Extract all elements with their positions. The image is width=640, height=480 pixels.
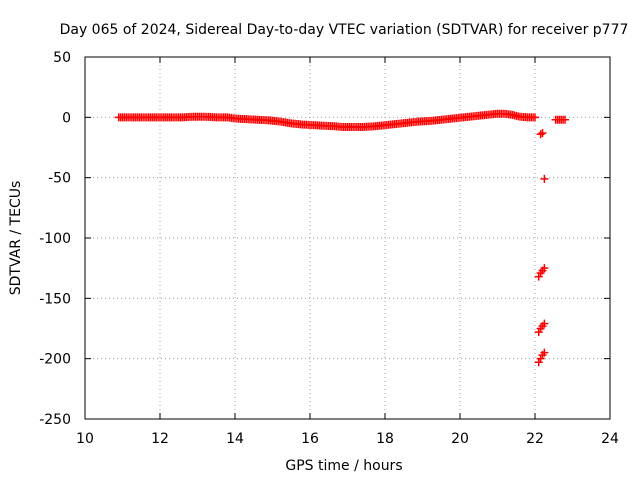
x-tick-label: 24: [601, 431, 619, 447]
y-axis-label: SDTVAR / TECUs: [8, 181, 24, 296]
x-tick-label: 16: [301, 431, 319, 447]
y-tick-labels: -250 -200 -150 -100 -50 0 50: [39, 50, 71, 428]
y-tick-label: -100: [39, 231, 71, 247]
y-tick-label: -200: [39, 352, 71, 368]
x-tick-label: 18: [376, 431, 394, 447]
data-point-marker: [531, 113, 539, 122]
data-point-marker: [540, 264, 549, 273]
data-point-marker: [540, 174, 549, 183]
x-tick-label: 20: [451, 431, 469, 447]
axis-ticks: [84, 56, 611, 420]
y-tick-label: -150: [39, 291, 71, 307]
x-tick-label: 14: [226, 431, 244, 447]
chart-title: Day 065 of 2024, Sidereal Day-to-day VTE…: [60, 22, 629, 38]
data-point-marker: [538, 129, 547, 138]
x-tick-label: 22: [526, 431, 544, 447]
y-tick-label: -50: [48, 171, 71, 187]
data-points: [114, 109, 569, 367]
data-point-marker: [540, 348, 549, 357]
data-point-marker: [536, 354, 545, 363]
data-point-marker: [536, 130, 545, 139]
data-point-marker: [561, 115, 569, 124]
data-point-marker: [534, 328, 543, 337]
x-tick-labels: 10 12 14 16 18 20 22 24: [76, 431, 619, 447]
data-point-marker: [540, 319, 549, 328]
y-tick-label: 0: [62, 110, 71, 126]
grid-lines: [85, 57, 610, 419]
data-point-marker: [534, 358, 543, 367]
x-axis-label: GPS time / hours: [285, 458, 402, 474]
x-tick-label: 10: [76, 431, 94, 447]
plot-frame: [84, 56, 611, 420]
y-tick-label: -250: [39, 412, 71, 428]
data-point-marker: [534, 272, 543, 281]
x-tick-label: 12: [151, 431, 169, 447]
y-tick-label: 50: [53, 50, 71, 66]
